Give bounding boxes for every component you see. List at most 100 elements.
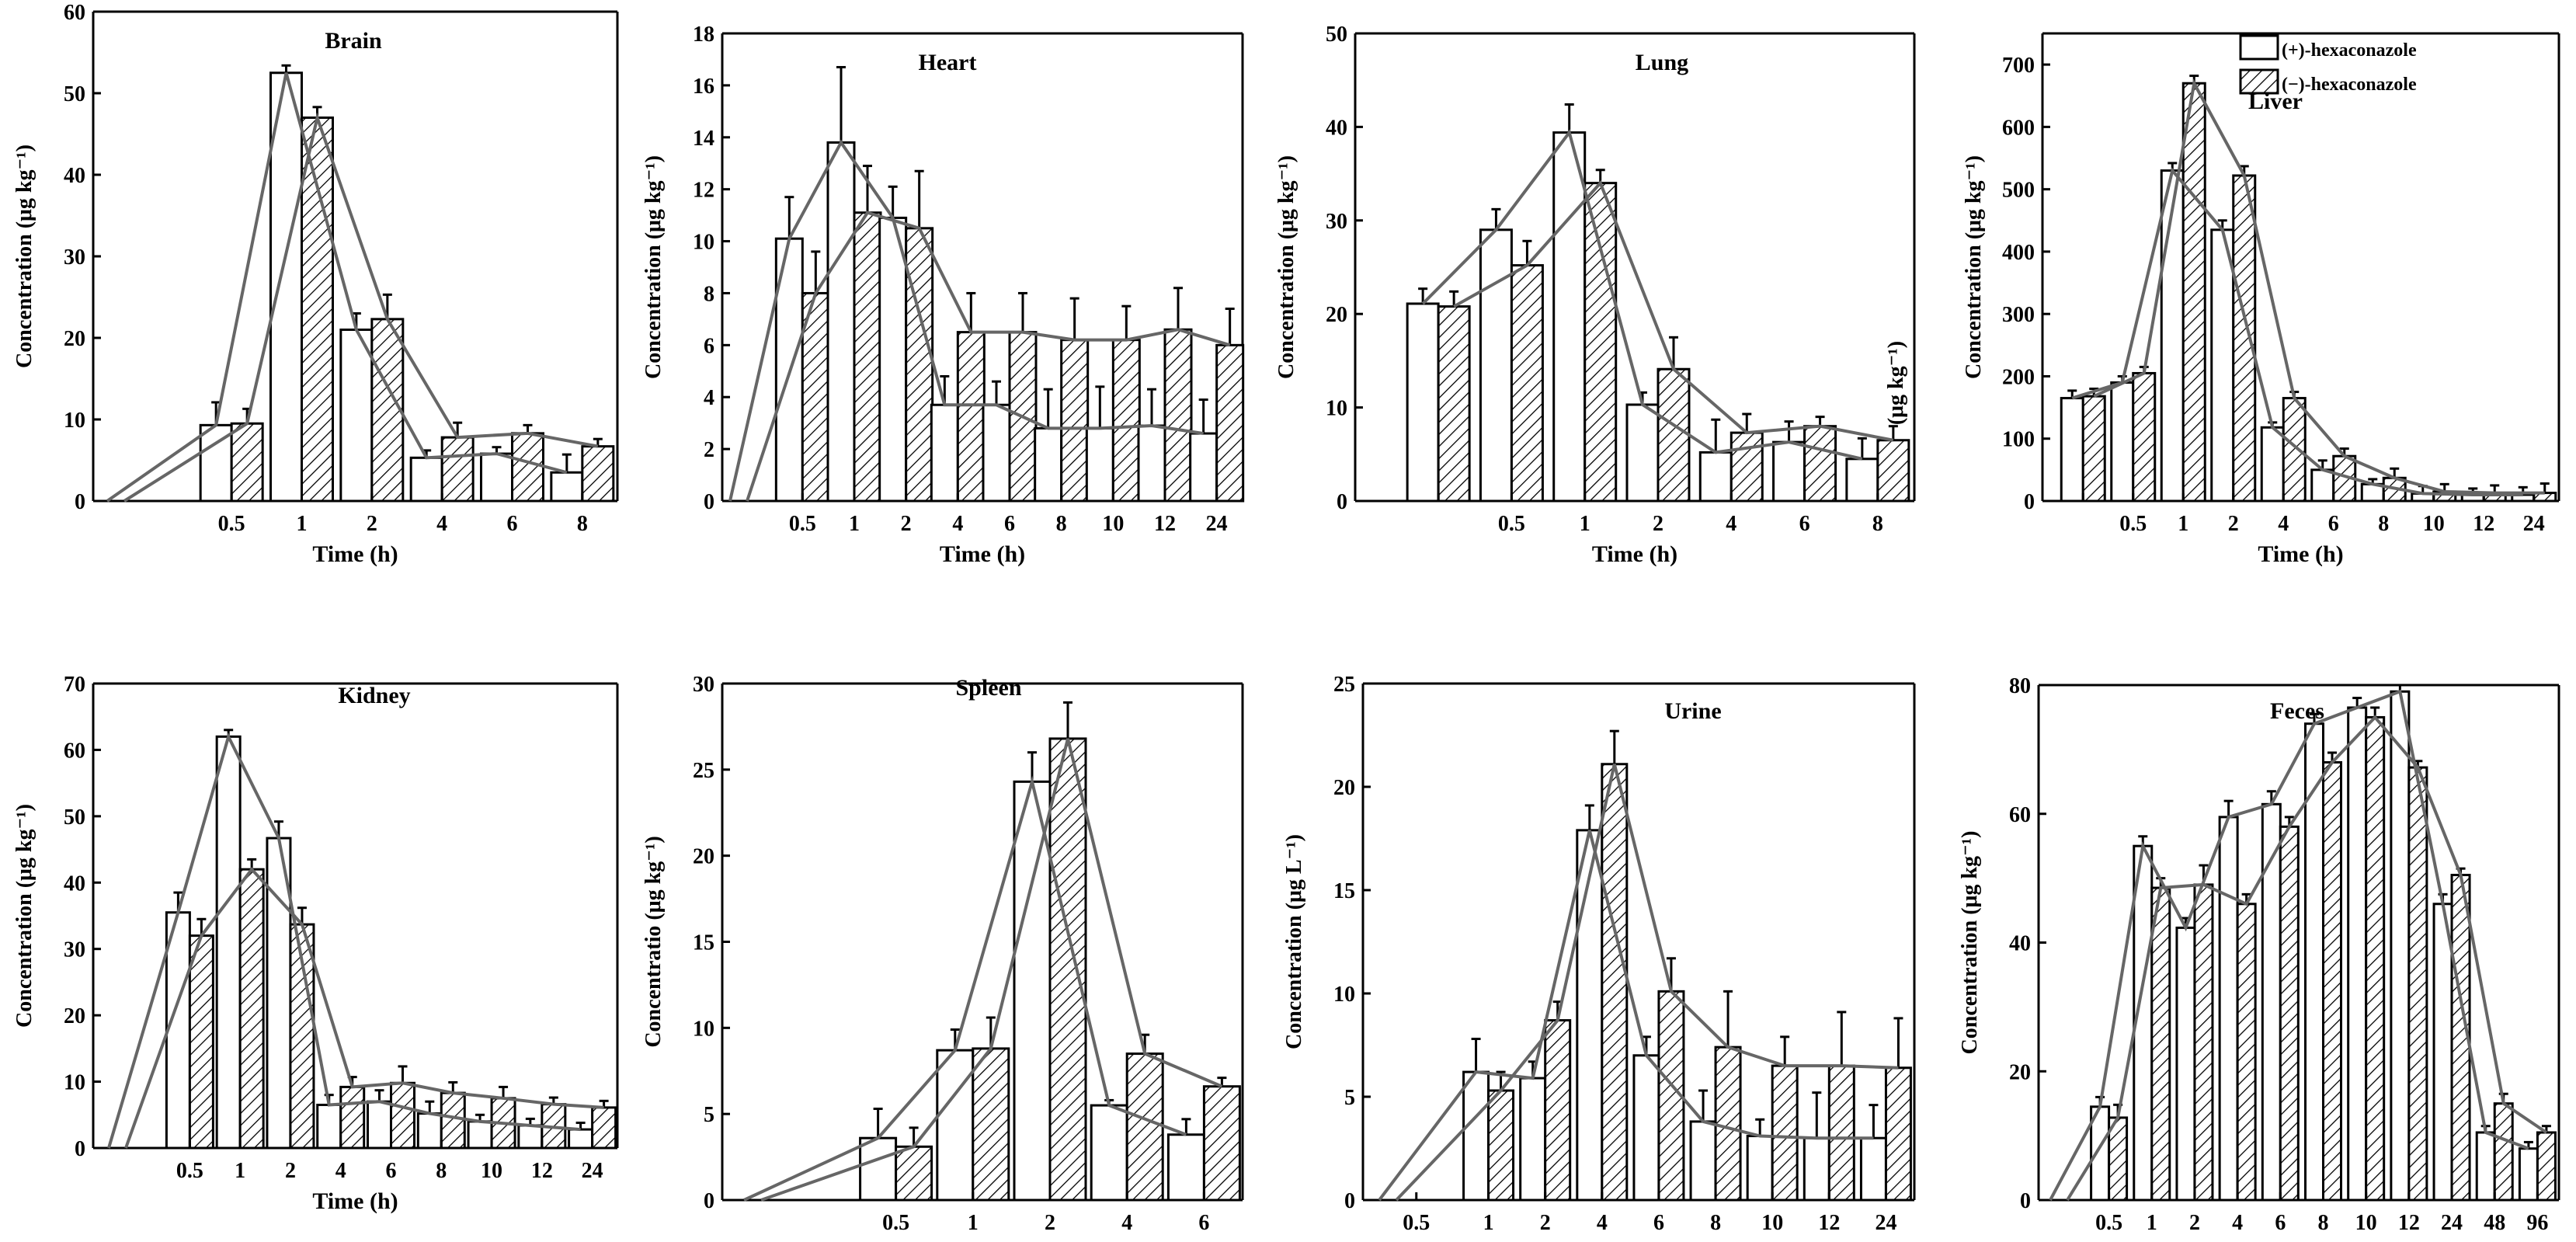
bar-minus-0.5	[2132, 371, 2157, 503]
x-tick-label: 6	[2328, 512, 2339, 536]
x-tick-label: 10	[481, 1159, 502, 1183]
bar-plus-4	[1698, 451, 1733, 503]
y-axis-label: Concentration (μg kg⁻¹)	[12, 144, 37, 368]
x-tick-label: 1	[2147, 1211, 2157, 1235]
bar-plus-12	[1137, 424, 1166, 503]
y-tick-label: 400	[2002, 241, 2035, 265]
bar-minus-2	[1544, 1019, 1572, 1202]
bar-plus-6	[1772, 440, 1806, 503]
y-axis-label: Concentration (μg kg⁻¹)	[1274, 155, 1298, 379]
bar-plus-8	[416, 1112, 443, 1150]
trend-line-minus	[2093, 78, 2545, 495]
y-tick-label: 6	[704, 334, 714, 358]
x-tick-label: 4	[335, 1159, 346, 1183]
bar-minus-2	[1048, 737, 1087, 1202]
y-tick-label: 10	[64, 409, 85, 433]
y-axis-label: Concentration (μg kg⁻¹)	[1958, 831, 1982, 1055]
bar-plus-8	[1034, 426, 1063, 503]
bar-minus-8	[1060, 339, 1090, 503]
y-tick-label: 0	[1337, 490, 1347, 514]
x-tick-label: 10	[1761, 1211, 1783, 1235]
x-tick-label: 1	[2178, 512, 2188, 536]
y-tick-label: 15	[1333, 879, 1355, 903]
bar-minus-0.5	[895, 1145, 933, 1202]
x-tick-label: 6	[1004, 512, 1015, 536]
bar-minus-1	[238, 868, 265, 1150]
bar-minus-6	[1202, 1085, 1241, 1202]
bar-minus-4	[956, 331, 986, 503]
trend-line-plus	[107, 732, 581, 1149]
x-tick-label: 12	[531, 1159, 553, 1183]
bar-minus-8	[581, 445, 615, 503]
bar-plus-24	[568, 1128, 594, 1150]
y-tick-label: 10	[1326, 397, 1347, 421]
x-tick-label: 10	[2355, 1211, 2377, 1235]
x-tick-label: 4	[2232, 1211, 2243, 1235]
legend-label-minus: (−)-hexaconazole	[2282, 75, 2417, 95]
x-tick-label: 8	[577, 512, 588, 536]
bar-plus-10	[1746, 1135, 1774, 1202]
y-tick-label: 30	[1326, 210, 1347, 234]
bar-plus-4	[2260, 426, 2285, 503]
bar-plus-0.5	[1479, 228, 1513, 503]
x-tick-label: 4	[952, 512, 963, 536]
bar-minus-1	[972, 1047, 1010, 1202]
bar-minus-4	[2236, 903, 2257, 1202]
x-axis-label: Time (h)	[1596, 1240, 1681, 1242]
trend-line-minus	[123, 112, 599, 503]
x-tick-label: 4	[1121, 1211, 1132, 1235]
x-tick-label: 4	[1726, 512, 1736, 536]
y-tick-label: 200	[2002, 365, 2035, 389]
y-tick-label: 30	[693, 673, 714, 697]
trend-line-plus	[2071, 167, 2523, 496]
bar-minus-4	[1730, 431, 1764, 503]
bar-minus-2	[2232, 174, 2257, 503]
x-tick-label: 24	[582, 1159, 603, 1183]
trend-line-plus	[106, 72, 568, 503]
bar-plus-2	[1519, 1077, 1547, 1202]
panel-lung: 0 10 20 30 40 50 Concentration (μg kg⁻¹) Lung Ti…	[1274, 23, 1916, 567]
bar-plus-	[1406, 302, 1440, 503]
y-tick-label: 10	[693, 1017, 714, 1041]
trend-line-plus	[2049, 689, 2529, 1201]
bar-plus-2	[1013, 780, 1052, 1202]
bar-plus-12	[517, 1124, 544, 1150]
bar-minus-	[2081, 395, 2106, 503]
bar-minus-1	[853, 211, 882, 503]
bar-plus-24	[2432, 903, 2453, 1202]
bar-minus-0.5	[188, 934, 214, 1150]
trend-line-minus	[760, 738, 1223, 1202]
bar-plus-4	[1576, 829, 1604, 1202]
panel-kidney: 0 10 20 30 40 50 60 70 Concentration (μg kg⁻¹) Ki…	[12, 673, 619, 1214]
bar-minus-10	[1771, 1064, 1799, 1202]
y-tick-label: 0	[704, 490, 714, 514]
bar-plus-6	[480, 452, 513, 503]
x-tick-label: 12	[2398, 1211, 2420, 1235]
bar-plus-10	[1085, 426, 1114, 503]
x-tick-label: 24	[2523, 512, 2545, 536]
bar-minus-	[1437, 305, 1471, 503]
x-tick-label: 12	[1818, 1211, 1840, 1235]
bar-minus-2	[1656, 367, 1691, 503]
x-axis-label: Time (h)	[940, 541, 1025, 567]
x-tick-label: 6	[507, 512, 518, 536]
y-tick-label: 40	[1326, 116, 1347, 140]
bar-minus-6	[2279, 825, 2300, 1202]
y-tick-label: 0	[75, 490, 85, 514]
bar-minus-2	[2193, 883, 2214, 1202]
bar-minus-12	[2407, 766, 2428, 1202]
x-tick-label: 8	[1056, 512, 1067, 536]
bar-plus-8	[1845, 457, 1879, 503]
x-tick-label: 6	[386, 1159, 397, 1183]
bar-minus-1	[301, 117, 334, 503]
x-tick-label: 24	[1875, 1211, 1896, 1235]
bar-plus-2	[339, 329, 374, 503]
bar-plus-1	[215, 735, 242, 1150]
bar-plus-12	[2390, 690, 2411, 1202]
x-tick-label: 1	[849, 512, 860, 536]
bar-minus-4	[1125, 1052, 1164, 1202]
bar-plus-	[2060, 397, 2084, 503]
bar-plus-4	[2218, 816, 2239, 1202]
x-tick-label: 6	[2275, 1211, 2286, 1235]
